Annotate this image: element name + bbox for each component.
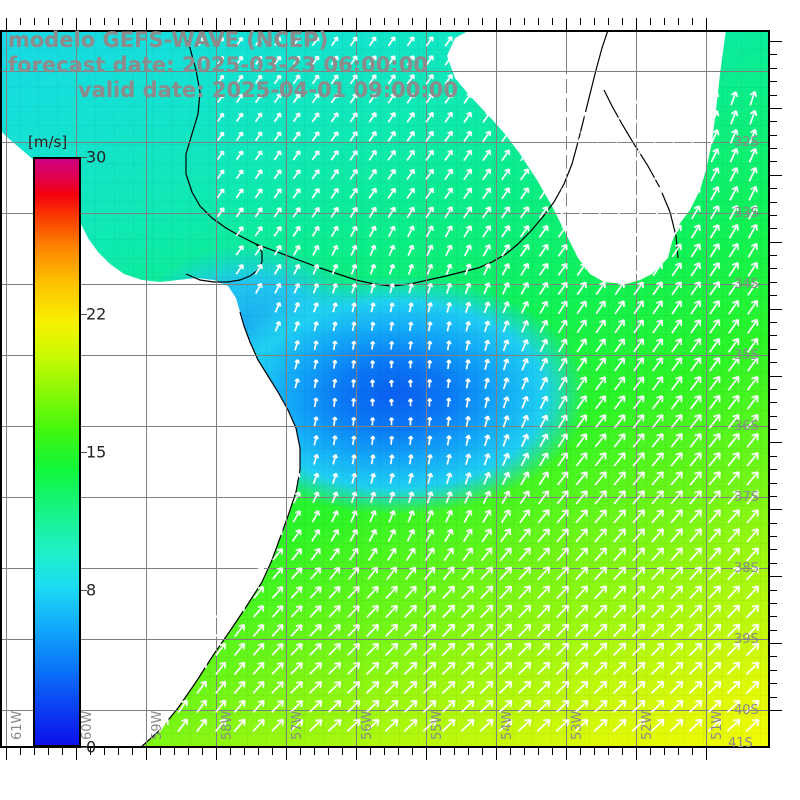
longitude-label-54w: 54W — [500, 710, 515, 740]
axis-frame-top — [0, 30, 770, 32]
colorbar-rule-22 — [81, 314, 87, 316]
longitude-label-55w: 55W — [430, 710, 445, 740]
latitude-label-36s: 36S — [734, 419, 759, 434]
corner-latitude-label: 41S — [728, 736, 753, 751]
axis-ticks-top — [0, 18, 770, 30]
longitude-label-52w: 52W — [640, 710, 655, 740]
latitude-label-33s: 33S — [734, 206, 759, 221]
latitude-label-37s: 37S — [734, 490, 759, 505]
colorbar-tick-0: 0 — [86, 737, 97, 757]
latitude-label-40s: 40S — [734, 703, 759, 718]
longitude-label-51w: 51W — [710, 710, 725, 740]
colorbar-tick-30: 30 — [86, 147, 107, 167]
colorbar-unit-label: [m/s] — [28, 133, 68, 151]
axis-ticks-right — [770, 30, 782, 748]
colorbar-rule-8 — [81, 589, 87, 591]
colorbar-rule-0 — [81, 747, 87, 748]
latitude-label-35s: 35S — [734, 348, 759, 363]
latitude-label-32s: 32S — [734, 135, 759, 150]
longitude-label-58w: 58W — [220, 710, 235, 740]
longitude-label-60w: 60W — [80, 710, 95, 740]
latitude-label-38s: 38S — [734, 561, 759, 576]
colorbar-tick-22: 22 — [86, 304, 107, 324]
longitude-label-59w: 59W — [150, 710, 165, 740]
colorbar-rule-30 — [81, 157, 87, 158]
axis-frame-right — [768, 30, 770, 748]
colorbar-tick-15: 15 — [86, 442, 107, 462]
latitude-label-39s: 39S — [734, 632, 759, 647]
title-forecast-date-line: forecast date: 2025-03-23 06:00:00 — [8, 53, 428, 77]
map-plot-area — [0, 30, 770, 748]
land-mask-and-coastline — [0, 30, 770, 748]
title-valid-date-line: valid date: 2025-04-01 09:00:00 — [78, 78, 458, 102]
axis-frame-bottom — [0, 746, 770, 748]
colorbar-tick-8: 8 — [86, 580, 97, 600]
colorbar — [33, 157, 81, 747]
axis-ticks-bottom — [0, 748, 770, 760]
latitude-label-34s: 34S — [734, 277, 759, 292]
longitude-label-53w: 53W — [570, 710, 585, 740]
colorbar-gradient — [33, 157, 81, 747]
axis-frame-left — [0, 30, 2, 748]
coastline-estuary — [185, 243, 263, 283]
longitude-label-57w: 57W — [290, 710, 305, 740]
longitude-label-61w: 61W — [10, 710, 25, 740]
longitude-label-56w: 56W — [360, 710, 375, 740]
title-model-line: modelo GEFS-WAVE (NCEP) — [8, 28, 329, 52]
colorbar-rule-15 — [81, 452, 87, 453]
figure-title-block: modelo GEFS-WAVE (NCEP) forecast date: 2… — [8, 28, 528, 103]
